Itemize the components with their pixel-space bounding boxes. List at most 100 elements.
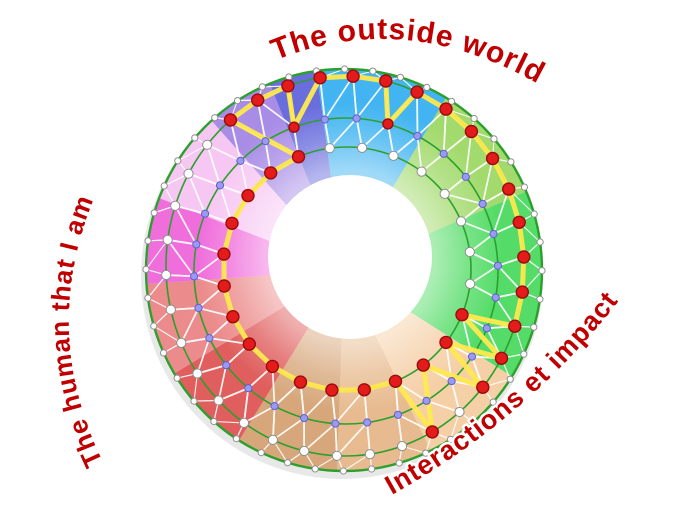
- node-ring2[interactable]: [194, 303, 203, 313]
- node-ring1[interactable]: [267, 434, 278, 445]
- node-outer[interactable]: [285, 73, 293, 81]
- node-red[interactable]: [251, 93, 265, 107]
- node-outer[interactable]: [160, 182, 168, 190]
- node-ring2[interactable]: [447, 377, 456, 386]
- node-ring2[interactable]: [192, 240, 201, 249]
- node-ring2[interactable]: [363, 418, 372, 427]
- node-outer[interactable]: [536, 295, 544, 303]
- node-red[interactable]: [225, 216, 239, 231]
- node-ring2[interactable]: [270, 402, 279, 411]
- node-outer[interactable]: [160, 349, 168, 357]
- node-outer[interactable]: [470, 114, 478, 123]
- node-outer[interactable]: [520, 183, 529, 191]
- node-outer[interactable]: [174, 157, 182, 165]
- node-ring3[interactable]: [388, 150, 399, 161]
- node-ring1[interactable]: [170, 200, 181, 211]
- node-ring1[interactable]: [162, 234, 173, 245]
- node-outer[interactable]: [191, 134, 199, 142]
- node-outer[interactable]: [150, 322, 158, 330]
- node-ring2[interactable]: [190, 272, 199, 281]
- node-outer[interactable]: [144, 294, 152, 302]
- node-ring2[interactable]: [215, 181, 225, 190]
- node-ring1[interactable]: [364, 449, 375, 460]
- node-red[interactable]: [217, 279, 231, 293]
- node-red[interactable]: [281, 79, 295, 93]
- node-ring1[interactable]: [183, 168, 194, 179]
- node-red[interactable]: [357, 383, 371, 397]
- node-ring2[interactable]: [261, 137, 270, 146]
- node-red[interactable]: [379, 74, 393, 88]
- node-ring1[interactable]: [192, 368, 203, 379]
- node-red[interactable]: [476, 380, 490, 394]
- node-outer[interactable]: [258, 83, 266, 91]
- node-ring1[interactable]: [238, 417, 250, 428]
- node-red[interactable]: [388, 374, 403, 388]
- node-red[interactable]: [410, 85, 424, 99]
- node-ring1[interactable]: [454, 406, 465, 418]
- node-ring2[interactable]: [478, 199, 487, 208]
- node-ring2[interactable]: [300, 414, 309, 423]
- node-outer[interactable]: [311, 465, 319, 473]
- node-outer[interactable]: [446, 435, 455, 443]
- node-red[interactable]: [485, 151, 500, 166]
- node-ring1[interactable]: [397, 441, 408, 452]
- node-ring2[interactable]: [489, 229, 498, 239]
- node-red[interactable]: [217, 247, 231, 261]
- node-red[interactable]: [346, 69, 360, 83]
- node-red[interactable]: [508, 319, 522, 333]
- node-outer[interactable]: [530, 323, 538, 331]
- node-outer[interactable]: [520, 350, 528, 358]
- node-ring2[interactable]: [236, 156, 245, 165]
- node-outer[interactable]: [448, 97, 456, 105]
- node-red[interactable]: [439, 335, 453, 350]
- node-outer[interactable]: [341, 65, 349, 73]
- node-ring1[interactable]: [299, 445, 310, 457]
- node-red[interactable]: [264, 166, 278, 180]
- node-outer[interactable]: [233, 97, 242, 105]
- node-red[interactable]: [288, 121, 300, 133]
- node-red[interactable]: [455, 308, 469, 322]
- node-ring2[interactable]: [413, 131, 422, 140]
- node-red[interactable]: [265, 359, 280, 374]
- node-ring2[interactable]: [439, 149, 448, 158]
- node-outer[interactable]: [190, 397, 198, 405]
- node-ring2[interactable]: [331, 419, 340, 428]
- node-outer[interactable]: [368, 465, 376, 473]
- node-red[interactable]: [502, 182, 516, 196]
- node-outer[interactable]: [538, 267, 546, 275]
- node-red[interactable]: [223, 113, 238, 127]
- node-outer[interactable]: [232, 435, 240, 443]
- node-ring3[interactable]: [439, 188, 450, 199]
- node-outer[interactable]: [142, 265, 150, 273]
- node-red[interactable]: [313, 71, 327, 85]
- node-outer[interactable]: [469, 418, 477, 426]
- node-ring2[interactable]: [422, 396, 431, 405]
- node-ring1[interactable]: [331, 450, 342, 461]
- node-ring2[interactable]: [482, 324, 491, 333]
- node-outer[interactable]: [210, 417, 218, 426]
- node-ring2[interactable]: [222, 361, 231, 370]
- node-ring1[interactable]: [213, 395, 224, 406]
- node-outer[interactable]: [144, 237, 152, 245]
- node-outer[interactable]: [395, 459, 403, 467]
- node-outer[interactable]: [173, 374, 181, 382]
- node-outer[interactable]: [211, 114, 219, 122]
- node-ring2[interactable]: [461, 172, 470, 181]
- node-ring1[interactable]: [202, 139, 213, 150]
- node-outer[interactable]: [490, 135, 498, 143]
- node-outer[interactable]: [506, 375, 514, 383]
- node-ring2[interactable]: [201, 209, 210, 218]
- node-outer[interactable]: [339, 467, 347, 475]
- node-outer[interactable]: [489, 398, 497, 406]
- node-ring2[interactable]: [352, 114, 361, 123]
- node-outer[interactable]: [422, 449, 430, 457]
- node-ring2[interactable]: [493, 261, 502, 270]
- node-red[interactable]: [494, 351, 509, 365]
- node-red[interactable]: [242, 337, 257, 351]
- node-ring3[interactable]: [357, 142, 368, 153]
- node-ring2[interactable]: [205, 334, 214, 343]
- node-ring2[interactable]: [491, 293, 500, 302]
- node-outer[interactable]: [536, 238, 544, 246]
- node-red[interactable]: [416, 358, 430, 372]
- node-ring2[interactable]: [244, 384, 253, 393]
